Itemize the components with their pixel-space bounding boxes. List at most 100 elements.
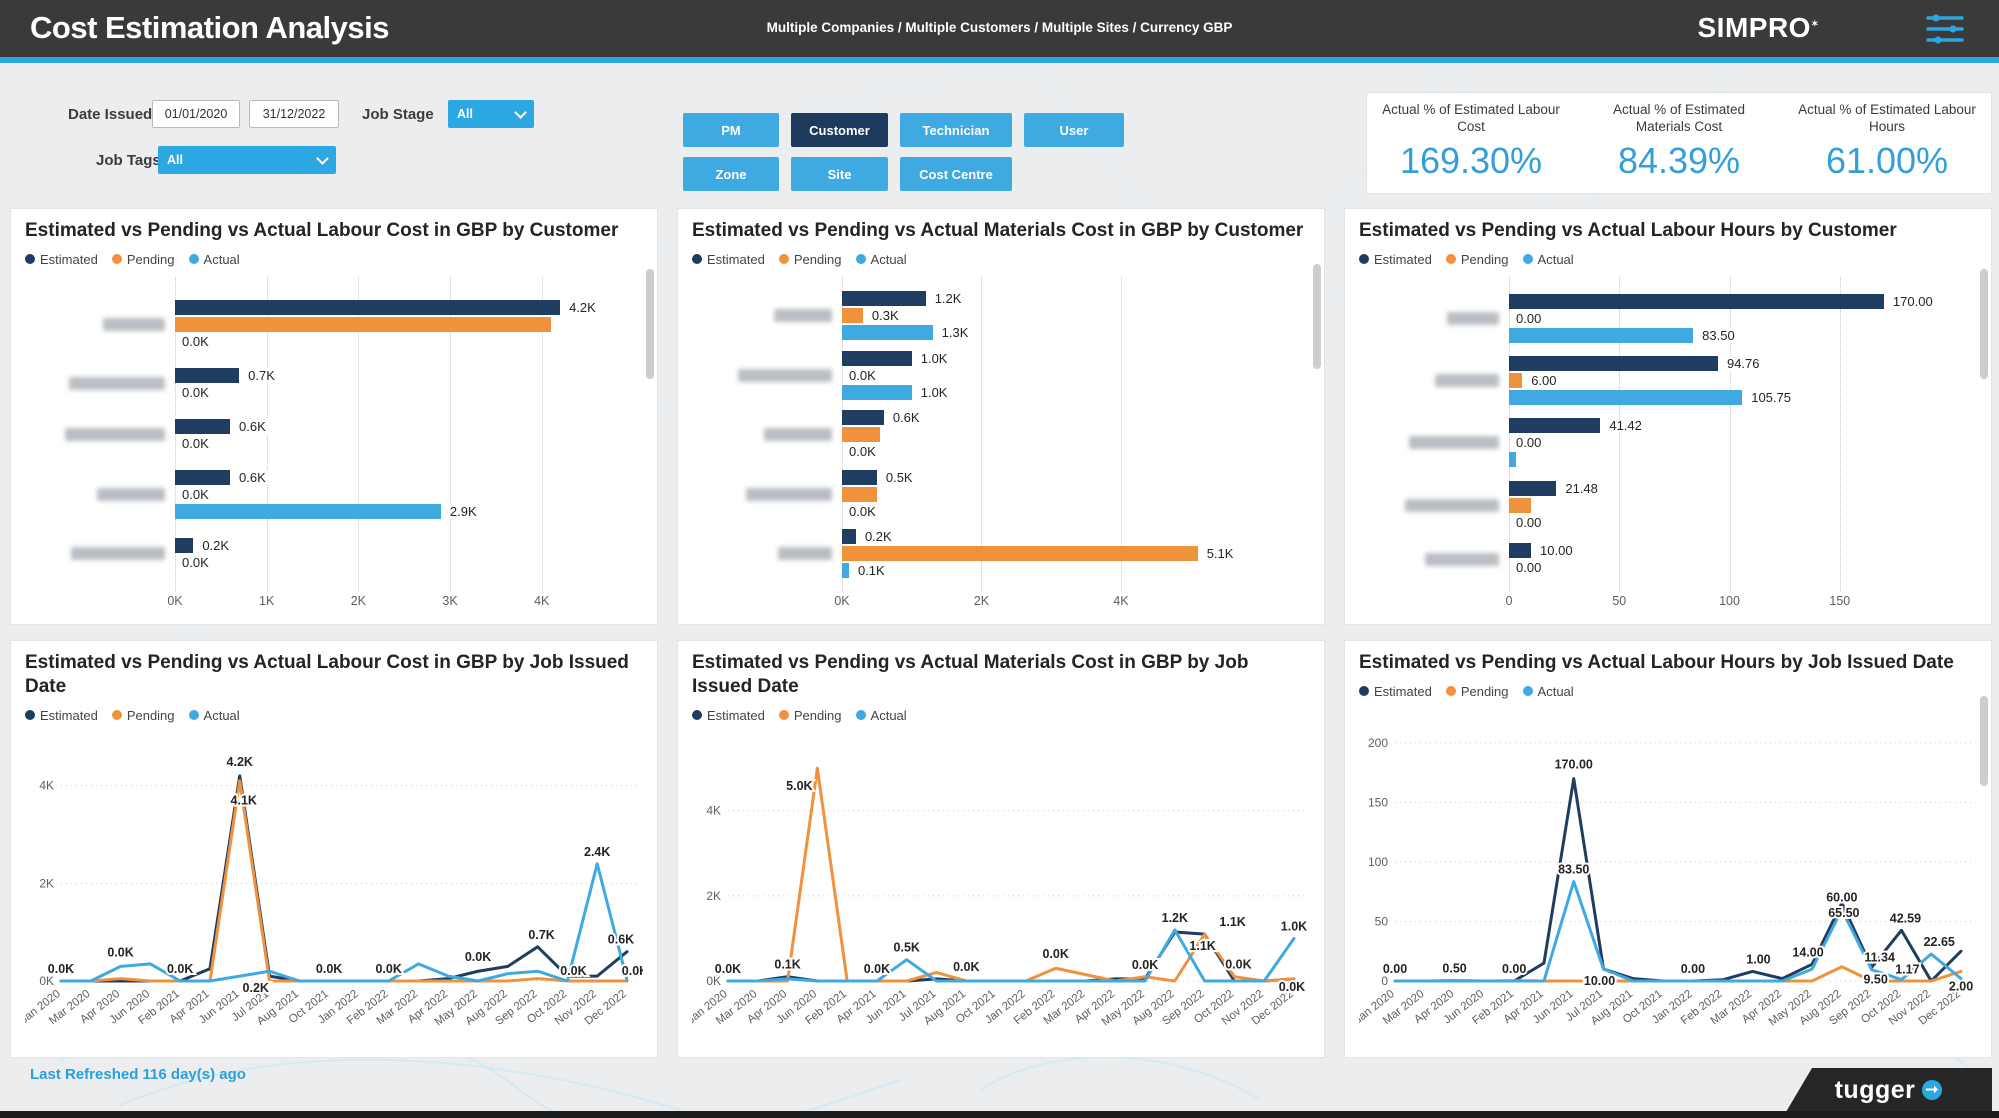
redacted-customer-name xyxy=(1425,552,1499,566)
bar-group: 0.2K 0.0K xyxy=(25,537,643,570)
slicer-button-technician[interactable]: Technician xyxy=(900,113,1012,147)
date-from-input[interactable] xyxy=(152,100,240,128)
data-point-label: 0.0K xyxy=(1132,958,1158,972)
slicer-button-zone[interactable]: Zone xyxy=(683,157,779,191)
chart-title: Estimated vs Pending vs Actual Labour Ho… xyxy=(1359,220,1897,241)
bar-value-label: 0.2K xyxy=(861,529,895,544)
customer-label xyxy=(1359,436,1509,450)
tugger-logo-icon xyxy=(1922,1080,1943,1100)
data-point-label: 11.34 xyxy=(1864,950,1895,964)
y-axis-tick-label: 2K xyxy=(39,876,54,890)
bar-row: 0.0K xyxy=(842,367,1310,383)
breadcrumb: Multiple Companies / Multiple Customers … xyxy=(766,20,1233,35)
x-axis: 0K 1K 2K 3K 4K xyxy=(25,594,643,614)
bar-row: 83.50 xyxy=(1509,327,1977,343)
bar-row: 0.0K xyxy=(175,384,643,400)
bar-row: 0.6K xyxy=(175,469,643,485)
axis-tick-label: 1K xyxy=(259,594,275,608)
job-stage-value: All xyxy=(457,107,473,121)
labour-cost-by-date-panel: Estimated vs Pending vs Actual Labour Co… xyxy=(10,640,658,1058)
bar-value-label: 0.0K xyxy=(846,444,879,459)
estimated-bar xyxy=(842,291,926,306)
bar-value-label: 0.0K xyxy=(179,333,212,349)
kpi-tile: Actual % of Estimated Labour Hours 61.00% xyxy=(1783,93,1991,193)
axis-tick-label: 2K xyxy=(973,594,990,608)
pending-bar xyxy=(1509,497,1532,513)
labour-hours-by-customer-panel: Estimated vs Pending vs Actual Labour Ho… xyxy=(1344,208,1992,625)
legend-item-actual: Actual xyxy=(1522,252,1574,267)
bar-value-label: 0.0K xyxy=(846,367,879,383)
bar-value-label: 10.00 xyxy=(1537,543,1576,559)
filter-sliders-icon[interactable] xyxy=(1924,11,1966,47)
chart-legend: Estimated Pending Actual xyxy=(25,705,643,725)
legend-label: Actual xyxy=(203,251,240,267)
bar-plot-area: 1.2K 0.3K 1.3K 1.0K 0.0K 1.0K 0.6K 0.0K 0.5K 0.0K… xyxy=(692,269,1310,592)
data-point-label: 60.00 xyxy=(1826,891,1857,905)
scrollbar-thumb[interactable] xyxy=(1313,264,1321,369)
gridline xyxy=(541,277,543,592)
legend-item-estimated: Estimated xyxy=(25,252,98,267)
bar-value-label: 0.2K xyxy=(199,537,233,553)
job-tags-dropdown[interactable]: All xyxy=(158,146,336,174)
scrollbar-thumb[interactable] xyxy=(1980,269,1988,379)
bar-row: 4.2K xyxy=(175,299,643,315)
bar-value-label: 0.0K xyxy=(846,503,879,519)
tugger-logo-text: tugger xyxy=(1834,1075,1916,1104)
slicer-button-pm[interactable]: PM xyxy=(683,113,779,147)
bar-row xyxy=(175,316,643,332)
slicer-button-site[interactable]: Site xyxy=(791,157,888,191)
legend-dot-icon xyxy=(1445,686,1456,696)
last-refreshed-text: Last Refreshed 116 day(s) ago xyxy=(30,1066,246,1083)
pending-bar xyxy=(1509,373,1523,389)
data-point-label: 170.00 xyxy=(1555,758,1593,772)
bar-plot-area: 4.2K 0.0K 0.7K 0.0K 0.6K 0.0K 0.6K 0.0K 2.9K 0.2K… xyxy=(25,269,643,592)
y-axis-tick-label: 4K xyxy=(39,779,54,793)
bar-row: 1.2K xyxy=(842,291,1310,307)
slicer-button-cost-centre[interactable]: Cost Centre xyxy=(900,157,1012,191)
data-point-label: 2.4K xyxy=(584,845,610,859)
bar-row: 1.0K xyxy=(842,384,1310,400)
actual-line xyxy=(59,862,629,983)
legend-item-pending: Pending xyxy=(1445,252,1509,267)
customer-label xyxy=(25,547,175,560)
redacted-customer-name xyxy=(746,487,832,501)
estimated-bar xyxy=(842,350,912,366)
y-axis-tick-label: 100 xyxy=(1368,855,1388,869)
gridline xyxy=(175,277,176,592)
redacted-customer-name xyxy=(738,368,832,382)
actual-bar xyxy=(1509,452,1516,468)
scrollbar-thumb[interactable] xyxy=(1980,696,1988,786)
bar-value-label: 0.00 xyxy=(1513,514,1545,530)
kpi-value: 61.00% xyxy=(1825,140,1949,181)
chart-title: Estimated vs Pending vs Actual Labour Co… xyxy=(25,652,629,697)
bar-value-label: 0.0K xyxy=(179,554,212,570)
slicer-button-customer[interactable]: Customer xyxy=(791,113,888,147)
date-to-input[interactable] xyxy=(249,100,339,128)
slicer-button-user[interactable]: User xyxy=(1024,113,1124,147)
bar-value-label: 0.6K xyxy=(236,469,269,485)
bar-row: 41.42 xyxy=(1509,418,1977,434)
gridline xyxy=(450,277,452,592)
kpi-value: 169.30% xyxy=(1399,140,1543,181)
estimated-bar xyxy=(842,529,856,544)
customer-label xyxy=(1359,498,1509,512)
data-point-label: 10.00 xyxy=(1584,974,1615,988)
kpi-label: Actual % of Estimated Labour Hours xyxy=(1798,102,1976,134)
customer-label xyxy=(25,428,175,441)
job-stage-dropdown[interactable]: All xyxy=(448,100,534,128)
scrollbar-thumb[interactable] xyxy=(646,269,654,379)
data-point-label: 83.50 xyxy=(1558,863,1589,877)
data-point-label: 0.0K xyxy=(560,964,586,978)
slicer-button-row: Zone Site Cost Centre xyxy=(683,157,1124,191)
gridline xyxy=(1839,277,1841,592)
bars: 0.2K 0.0K xyxy=(175,537,643,570)
estimated-bar xyxy=(175,299,561,315)
bar-row: 0.00 xyxy=(1509,435,1977,451)
bar-row: 5.1K xyxy=(842,546,1310,562)
axis-tick-label: 50 xyxy=(1612,594,1627,608)
bar-plot-area: 170.00 0.00 83.50 94.76 6.00 105.75 41.42 0.00 2… xyxy=(1359,269,1977,592)
bar-value-label: 0.3K xyxy=(868,308,902,323)
estimated-bar xyxy=(842,469,877,485)
legend-item-estimated: Estimated xyxy=(1359,684,1432,699)
